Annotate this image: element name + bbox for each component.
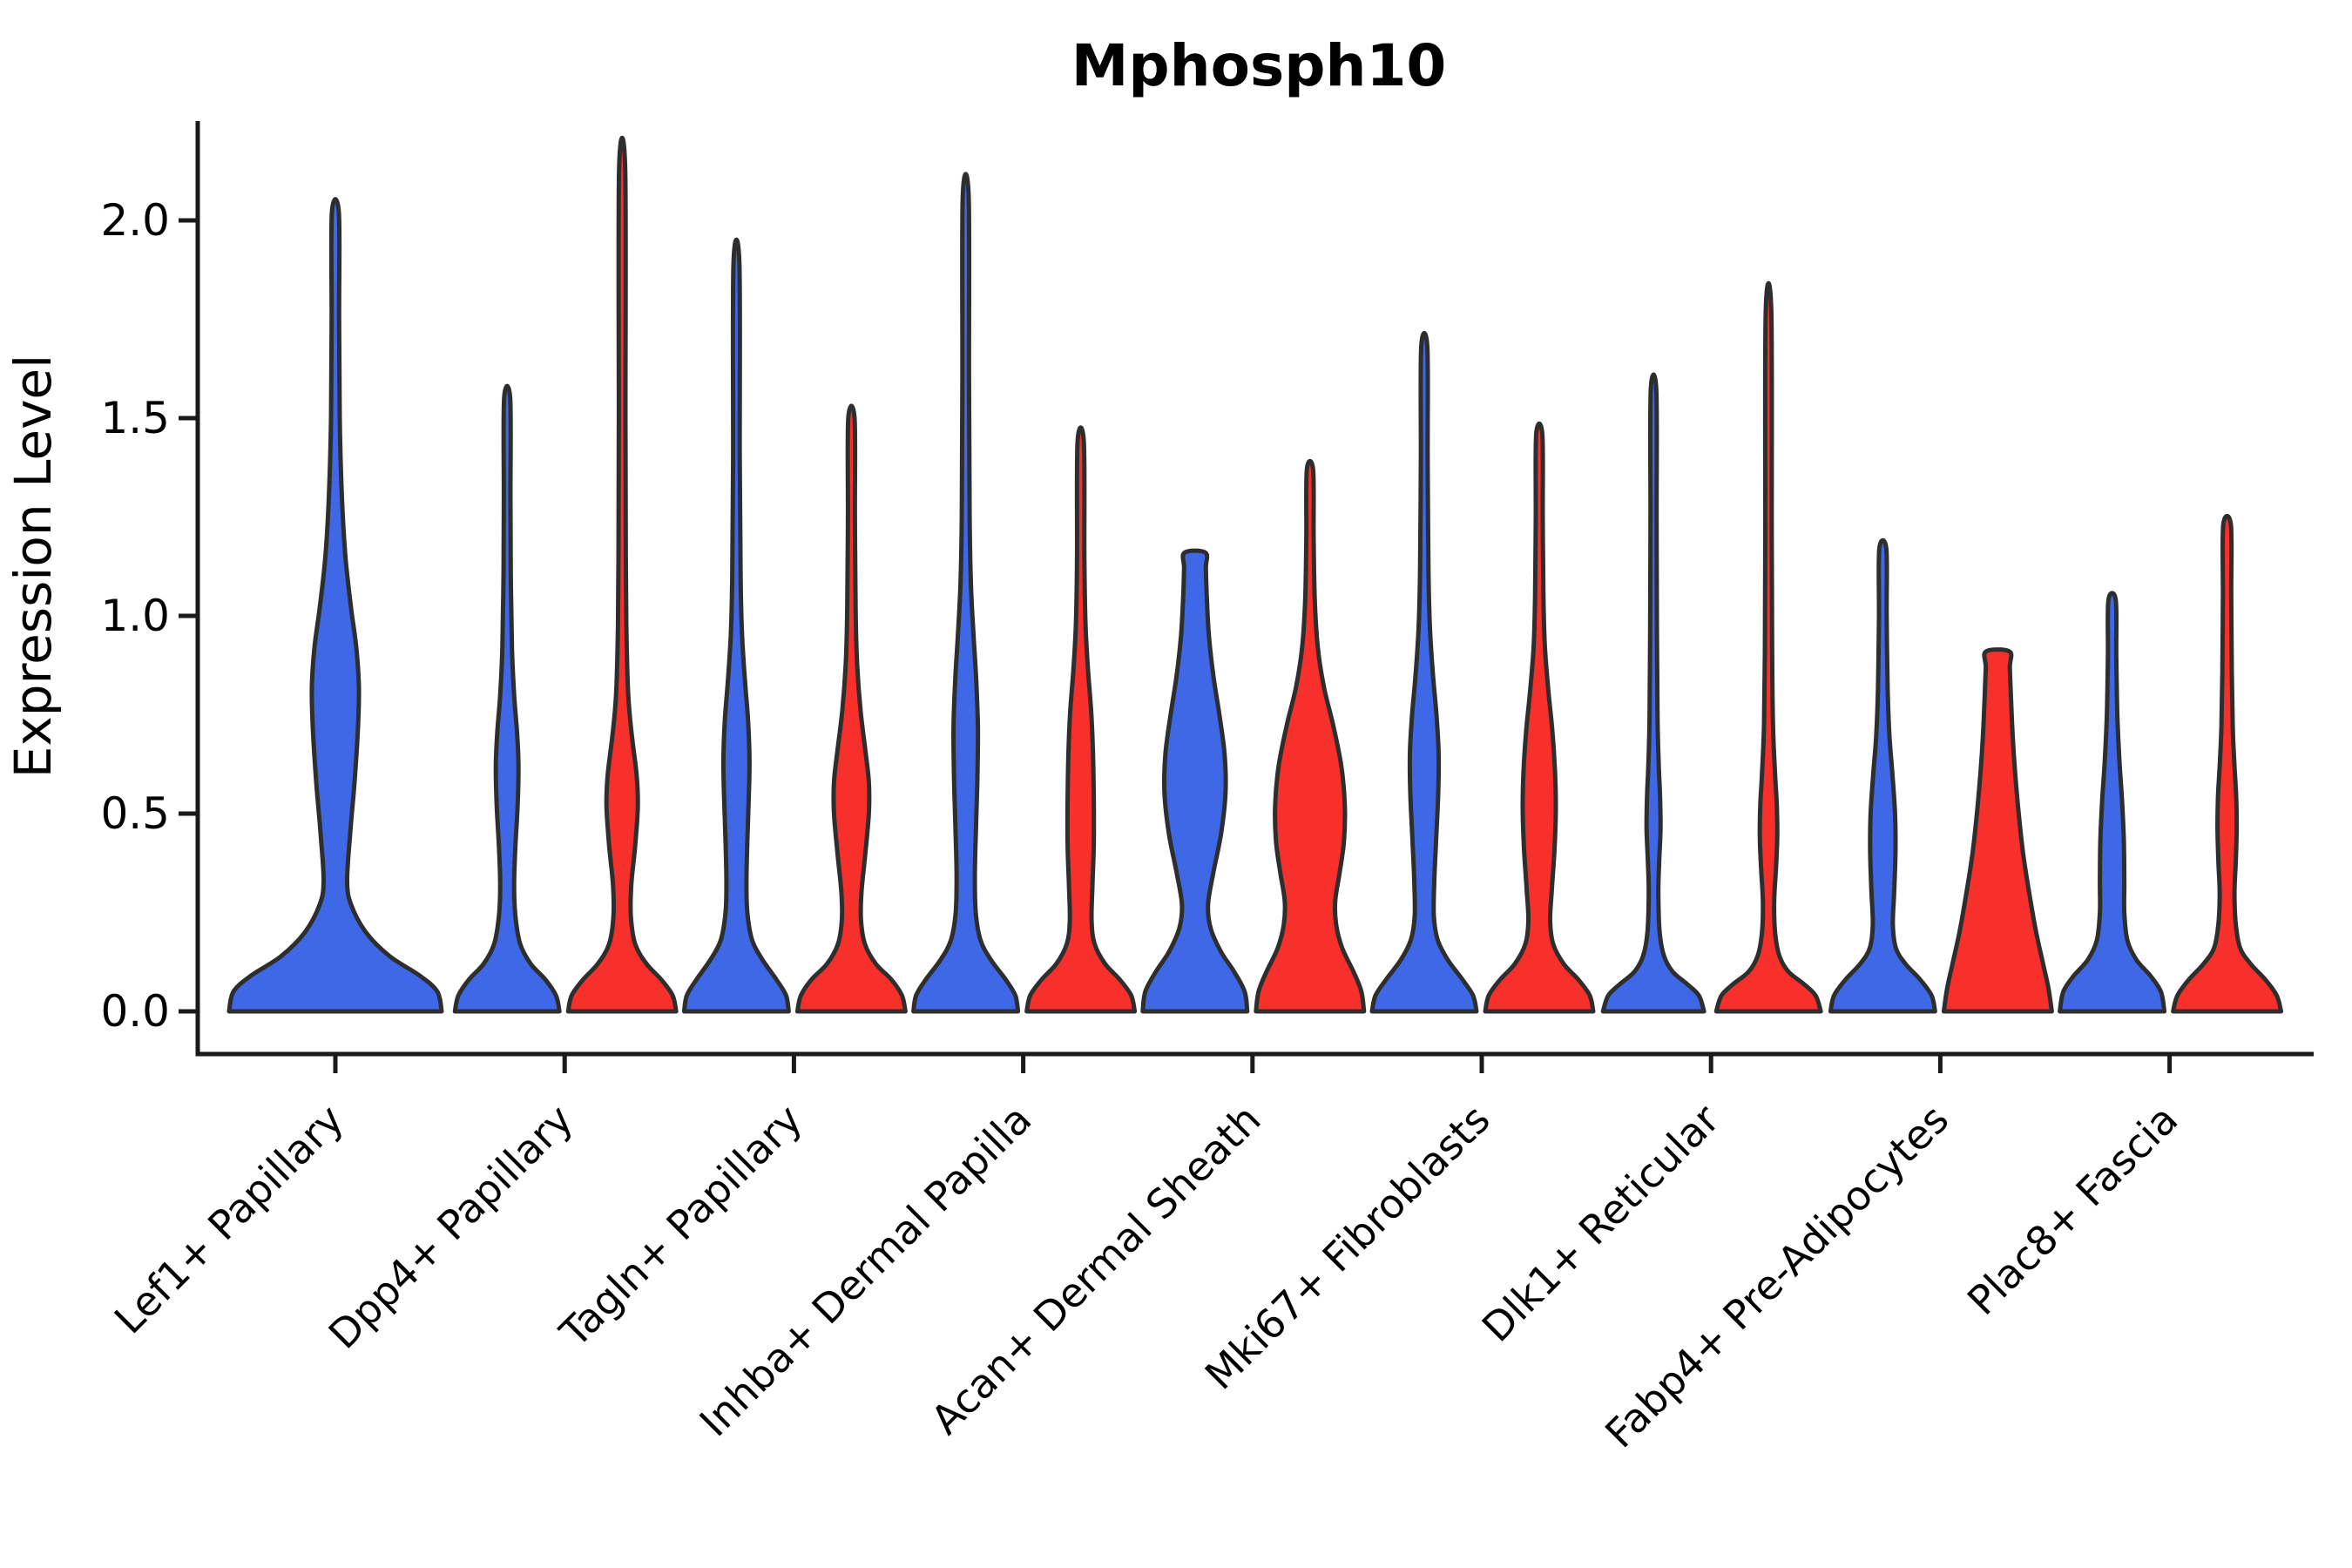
violin-dpp4-papillary-blue	[452, 383, 562, 1014]
violin-acan-dermal-sheath-red	[1254, 458, 1367, 1014]
violin-plac8-fascia-blue	[2058, 591, 2167, 1014]
x-tick-label-tagln-papillary: Tagln+ Papillary	[551, 1096, 812, 1357]
violin-mki67-fibroblasts-blue	[1369, 330, 1479, 1014]
violin-layer	[226, 136, 2284, 1014]
violin-plac8-fascia-red	[2171, 513, 2284, 1014]
violin-lef1-papillary-blue	[226, 197, 444, 1014]
x-tick-label-lef1-papillary: Lef1+ Papillary	[105, 1096, 353, 1343]
violin-mki67-fibroblasts-red	[1483, 421, 1596, 1014]
violin-acan-dermal-sheath-blue	[1140, 548, 1250, 1014]
axes-layer	[179, 121, 2314, 1073]
violin-fabp4-pre-adipocytes-blue	[1828, 537, 1937, 1014]
y-tick-label-1.0: 1.0	[100, 591, 170, 641]
violin-inhba-dermal-papilla-blue	[911, 172, 1021, 1014]
x-tick-label-dpp4-papillary: Dpp4+ Papillary	[320, 1096, 582, 1358]
y-tick-label-0.0: 0.0	[100, 986, 170, 1037]
y-tick-label-0.5: 0.5	[100, 788, 170, 839]
y-tick-label-2.0: 2.0	[100, 195, 170, 246]
violin-dlk1-reticular-blue	[1600, 372, 1707, 1014]
violin-dpp4-papillary-red	[565, 136, 679, 1014]
violin-dlk1-reticular-red	[1713, 280, 1823, 1014]
violin-tagln-papillary-red	[794, 403, 908, 1014]
y-tick-label-1.5: 1.5	[100, 393, 170, 443]
x-tick-label-plac8-fascia: Plac8+ Fascia	[1958, 1096, 2186, 1324]
violin-tagln-papillary-blue	[681, 237, 791, 1014]
violin-fabp4-pre-adipocytes-red	[1941, 647, 2054, 1014]
x-tick-label-dlk1-reticular: Dlk1+ Reticular	[1473, 1096, 1728, 1351]
y-axis-label: Expression Level	[3, 355, 63, 778]
chart-title: Mphosph10	[1071, 32, 1447, 99]
violin-inhba-dermal-papilla-red	[1024, 425, 1138, 1014]
